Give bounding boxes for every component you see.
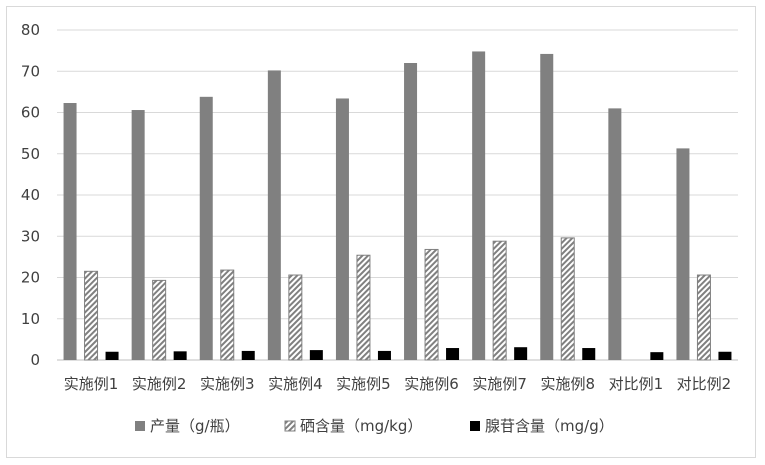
x-category-label: 实施例8 (540, 375, 595, 393)
bar-adenosine (378, 351, 391, 360)
x-category-label: 实施例4 (268, 375, 323, 393)
legend-label: 腺苷含量（mg/g） (485, 417, 614, 435)
bar-yield (608, 108, 621, 360)
bar-yield (676, 148, 689, 360)
x-category-label: 实施例1 (64, 375, 119, 393)
bar-yield (404, 63, 417, 360)
bar-yield (472, 51, 485, 360)
x-category-label: 对比例1 (609, 375, 664, 393)
bar-adenosine (514, 347, 527, 360)
y-tick-label: 50 (21, 145, 40, 163)
bars (64, 51, 732, 360)
x-category-label: 实施例2 (132, 375, 187, 393)
legend: 产量（g/瓶） 硒含量（mg/kg） 腺苷含量（mg/g） (135, 417, 614, 435)
y-tick-label: 70 (21, 62, 40, 80)
bar-selenium (85, 271, 98, 360)
bar-adenosine (582, 348, 595, 360)
y-axis-ticks: 0 10 20 30 40 50 60 70 80 (21, 21, 40, 369)
legend-swatch (470, 421, 480, 431)
y-tick-label: 30 (21, 227, 40, 245)
bar-selenium (697, 275, 710, 360)
bar-selenium (357, 255, 370, 360)
x-axis-categories: 实施例1 实施例2 实施例3 实施例4 实施例5 实施例6 实施例7 实施例8 对比例1 对比例2 (64, 375, 731, 393)
bar-adenosine (310, 350, 323, 360)
y-tick-label: 40 (21, 186, 40, 204)
y-tick-label: 60 (21, 104, 40, 122)
y-tick-label: 10 (21, 310, 40, 328)
x-category-label: 实施例3 (200, 375, 255, 393)
bar-yield (64, 103, 77, 360)
bar-selenium (153, 280, 166, 360)
legend-label: 产量（g/瓶） (150, 417, 240, 435)
bar-yield (268, 70, 281, 360)
bar-yield (200, 97, 213, 360)
bar-yield (540, 54, 553, 360)
bar-yield (132, 110, 145, 360)
bar-selenium (425, 249, 438, 360)
legend-label: 硒含量（mg/kg） (300, 417, 422, 435)
bar-selenium (221, 270, 234, 360)
bar-adenosine (174, 351, 187, 360)
legend-swatch (135, 421, 145, 431)
bar-selenium (561, 238, 574, 360)
bar-yield (336, 98, 349, 360)
bar-adenosine (650, 352, 663, 360)
y-tick-label: 20 (21, 269, 40, 287)
x-category-label: 实施例6 (404, 375, 459, 393)
x-category-label: 对比例2 (677, 375, 732, 393)
bar-adenosine (106, 352, 119, 360)
legend-swatch (285, 421, 295, 431)
bar-selenium (289, 275, 302, 360)
bar-selenium (493, 241, 506, 360)
y-tick-label: 0 (30, 351, 40, 369)
y-tick-label: 80 (21, 21, 40, 39)
bar-adenosine (242, 351, 255, 360)
bar-adenosine (718, 352, 731, 360)
x-category-label: 实施例5 (336, 375, 391, 393)
bar-adenosine (446, 348, 459, 360)
x-category-label: 实施例7 (472, 375, 527, 393)
